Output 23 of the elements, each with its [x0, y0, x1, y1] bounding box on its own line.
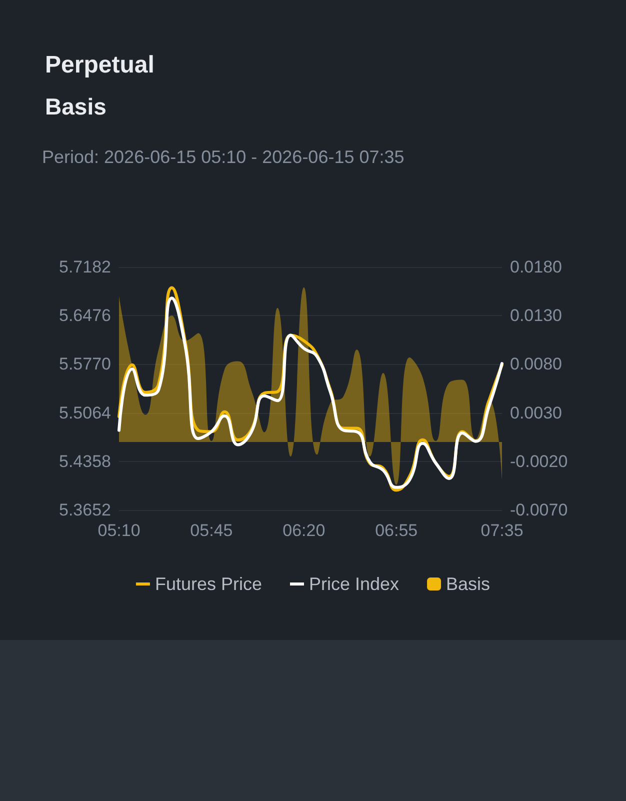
- y2-tick-label: 0.0130: [510, 306, 562, 326]
- y-tick-label: 5.7182: [59, 258, 111, 276]
- x-tick-label: 06:20: [282, 521, 326, 540]
- legend-label: Price Index: [308, 574, 400, 594]
- y-tick-label: 5.4358: [59, 452, 111, 471]
- y2-tick-label: -0.0070: [510, 500, 568, 520]
- chart-title: Perpetual: [45, 52, 154, 78]
- x-tick-label: 05:10: [98, 521, 140, 540]
- y2-tick-label: 0.0180: [510, 258, 562, 276]
- y2-tick-label: -0.0020: [510, 452, 568, 471]
- y-tick-label: 5.3652: [59, 500, 111, 520]
- legend-label: Basis: [446, 574, 490, 594]
- y2-tick-label: 0.0030: [510, 403, 562, 422]
- y-tick-label: 5.5064: [59, 403, 111, 422]
- text: Period: 2026-06-15 05:10 - 2026-06-15 07:35: [42, 147, 404, 167]
- x-tick-label: 05:45: [190, 521, 233, 540]
- legend-label: Futures Price: [154, 574, 262, 594]
- y-tick-label: 5.6476: [59, 306, 111, 326]
- x-tick-label: 07:35: [480, 521, 524, 540]
- y-tick-label: 5.5770: [59, 354, 111, 374]
- chart-subtitle: Basis: [45, 94, 106, 120]
- y2-tick-label: 0.0080: [510, 354, 562, 374]
- x-tick-label: 06:55: [375, 521, 418, 540]
